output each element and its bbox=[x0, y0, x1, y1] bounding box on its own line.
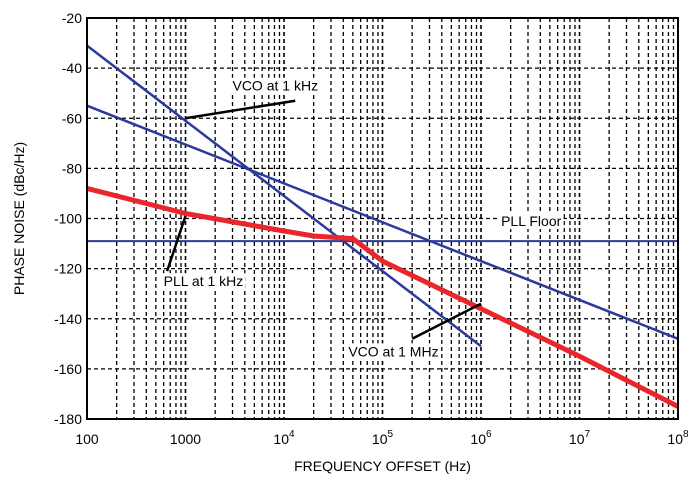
annotation-label: VCO at 1 MHz bbox=[348, 343, 438, 359]
y-tick-label: -120 bbox=[54, 261, 82, 277]
y-tick-label: -100 bbox=[54, 211, 82, 227]
annotation-pointer bbox=[411, 302, 482, 340]
x-tick-label: 108 bbox=[667, 429, 689, 447]
x-tick-label: 106 bbox=[470, 429, 492, 447]
series-line-2 bbox=[86, 104, 679, 340]
x-tick-label: 105 bbox=[372, 429, 394, 447]
x-tick-label: 100 bbox=[75, 431, 99, 447]
series-line-4 bbox=[86, 185, 680, 409]
annotation-label: VCO at 1 kHz bbox=[232, 78, 318, 94]
annotations: VCO at 1 kHz PLL Floor PLL at 1 kHz VCO at … bbox=[161, 77, 564, 360]
annotation-background bbox=[499, 213, 564, 230]
y-tick-label: -160 bbox=[54, 361, 82, 377]
annotation-background bbox=[230, 77, 321, 94]
x-tick-label: 104 bbox=[273, 429, 295, 447]
y-tick-label: -80 bbox=[62, 160, 82, 176]
y-tick-label: -20 bbox=[62, 10, 82, 26]
x-tick-labels: 100 1000 104 105 106 107 108 bbox=[75, 429, 689, 447]
y-tick-label: -60 bbox=[62, 110, 82, 126]
plot-frame bbox=[86, 17, 679, 420]
annotation-pointer bbox=[185, 99, 296, 120]
annotation-label: PLL Floor bbox=[501, 213, 562, 229]
series-group bbox=[86, 44, 680, 409]
annotation-background bbox=[161, 273, 246, 290]
x-tick-label: 107 bbox=[569, 429, 591, 447]
series-line-1 bbox=[86, 44, 482, 348]
annotation-pointer bbox=[165, 215, 187, 272]
y-tick-label: -40 bbox=[62, 60, 82, 76]
y-tick-labels: -20 -40 -60 -80 -100 -120 -140 -160 -180 bbox=[54, 10, 82, 427]
y-axis-label: PHASE NOISE (dBc/Hz) bbox=[11, 142, 27, 295]
annotation-background bbox=[346, 343, 441, 360]
x-tick-label: 1000 bbox=[170, 431, 201, 447]
annotation-label: PLL at 1 kHz bbox=[164, 273, 244, 289]
y-tick-label: -180 bbox=[54, 411, 82, 427]
annotation-pointers bbox=[165, 99, 482, 340]
x-axis-label: FREQUENCY OFFSET (Hz) bbox=[294, 458, 471, 474]
y-tick-label: -140 bbox=[54, 311, 82, 327]
